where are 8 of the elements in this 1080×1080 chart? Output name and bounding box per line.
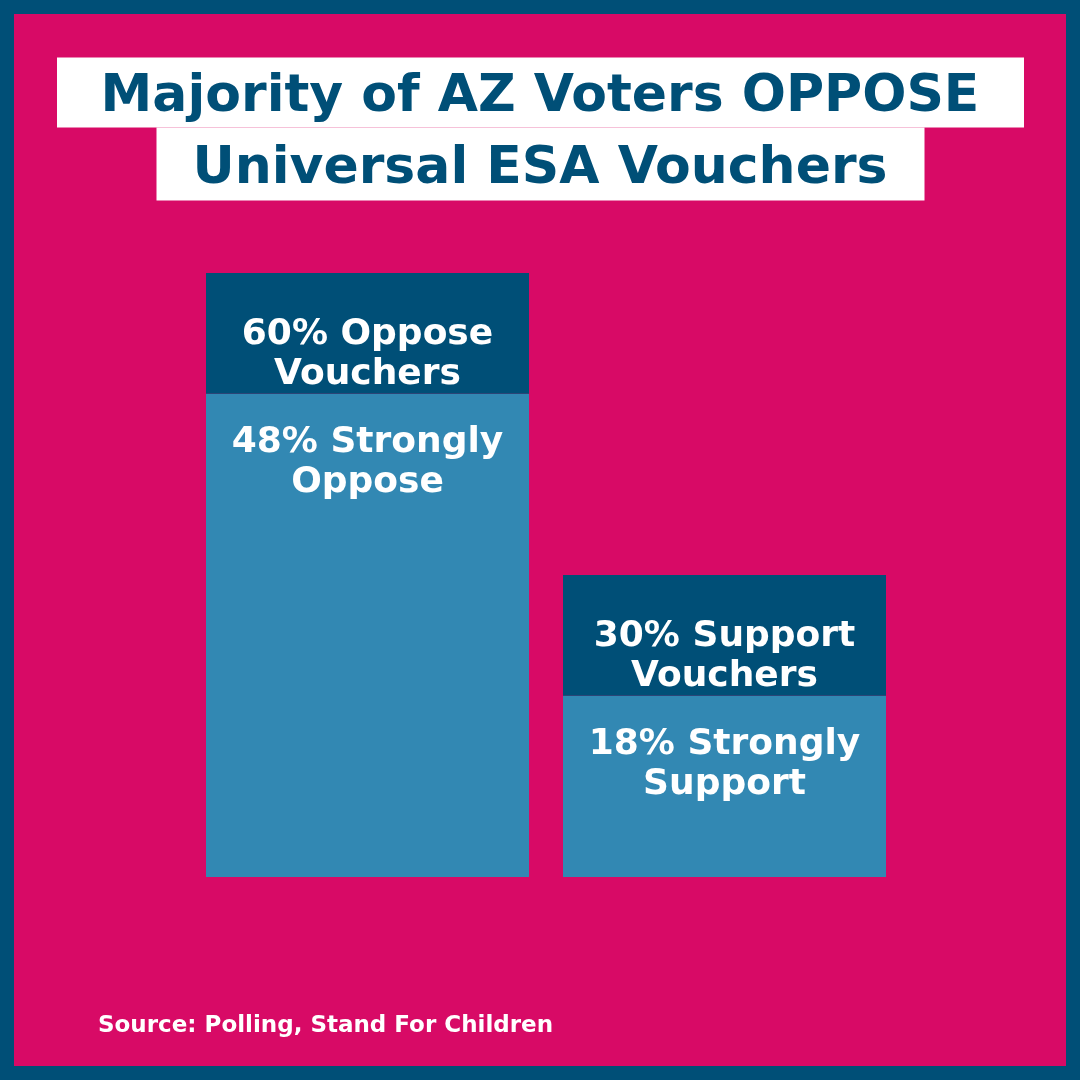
bar [206,393,529,877]
total-label: 30% Support Vouchers [593,613,856,695]
total-label: 60% Oppose Vouchers [241,311,494,393]
data-label: 18% Strongly Support [588,720,861,802]
bar [563,695,886,877]
data-label: 48% Strongly Oppose [231,418,504,500]
source-note: Source: Polling, Stand For Children [98,1011,554,1037]
chart-title: Majority of AZ Voters OPPOSE Universal ESA Vouchers [100,63,980,195]
